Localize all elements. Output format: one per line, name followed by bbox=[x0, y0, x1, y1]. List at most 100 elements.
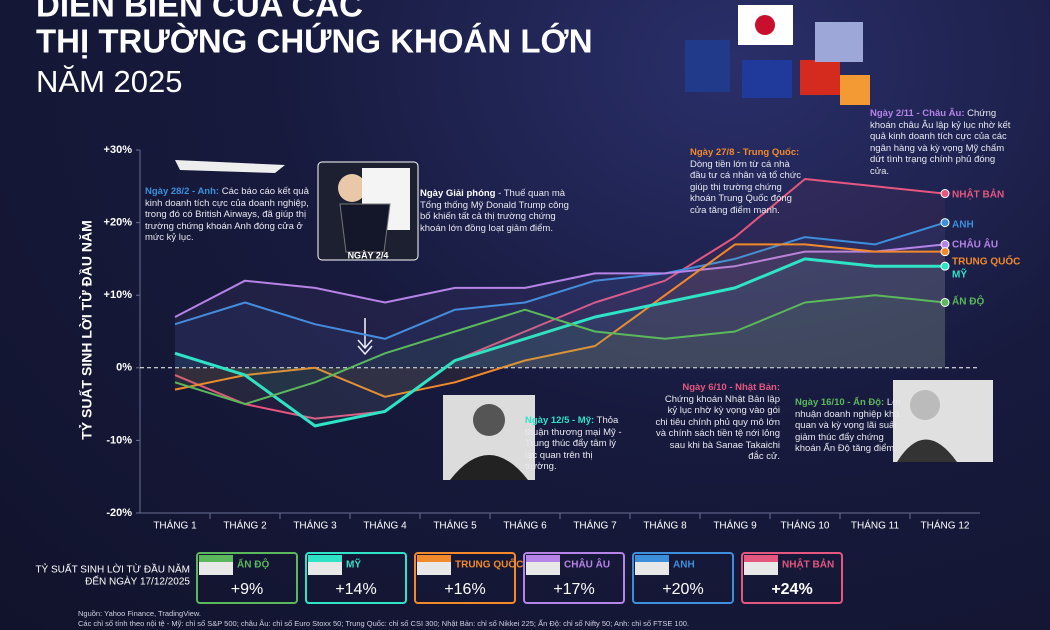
summary-box bbox=[632, 552, 734, 604]
summary-name: NHẬT BẢN bbox=[782, 558, 834, 571]
end-dot bbox=[940, 261, 950, 271]
title-line: DIỄN BIẾN CỦA CÁC bbox=[36, 0, 363, 24]
annotation-text: Chứng khoán Nhật Bản lập kỷ lục nhờ kỳ v… bbox=[655, 393, 780, 463]
summary-value: +17% bbox=[553, 581, 594, 598]
series-line bbox=[174, 294, 946, 406]
summary-name: CHÂU ÂU bbox=[564, 558, 610, 571]
end-dot bbox=[940, 218, 950, 228]
series-label: CHÂU ÂU bbox=[952, 238, 998, 251]
flag bbox=[742, 60, 792, 98]
x-tick-label: THÁNG 2 bbox=[223, 519, 267, 532]
end-dot bbox=[940, 297, 950, 307]
flag-accent bbox=[744, 555, 778, 562]
title-line: THỊ TRƯỜNG CHỨNG KHOÁN LỚN bbox=[36, 23, 593, 60]
summary-box bbox=[741, 552, 843, 604]
y-tick-label: 0% bbox=[116, 362, 132, 374]
summary-name: MỸ bbox=[346, 558, 361, 571]
series-area bbox=[175, 179, 945, 419]
x-tick-label: THÁNG 12 bbox=[921, 519, 970, 532]
summary-box bbox=[196, 552, 298, 604]
annotation-date: Ngày Giải phóng bbox=[420, 188, 496, 199]
flag bbox=[840, 75, 870, 105]
annotation: Ngày 2/11 - Châu Âu: Chứng khoán châu Âu… bbox=[870, 108, 1012, 177]
series-area bbox=[175, 222, 945, 368]
flag bbox=[815, 22, 863, 62]
series-area bbox=[175, 244, 945, 397]
series-area bbox=[175, 295, 945, 405]
series-label: TRUNG QUỐC bbox=[952, 254, 1020, 268]
portrait bbox=[897, 439, 957, 462]
arrow bbox=[357, 318, 373, 356]
annotation-date: Ngày 12/5 - Mỹ: bbox=[525, 415, 595, 426]
series-line bbox=[174, 243, 946, 318]
series-line bbox=[174, 221, 946, 340]
portrait bbox=[473, 404, 505, 436]
y-tick-label: +10% bbox=[104, 289, 133, 301]
x-tick-label: THÁNG 7 bbox=[573, 519, 617, 532]
y-tick-label: -10% bbox=[106, 434, 132, 446]
series-line bbox=[174, 243, 945, 398]
annotation-text: Các báo cáo kết quả kinh doanh tích cực … bbox=[145, 186, 309, 243]
summary-title: TỶ SUẤT SINH LỜI TỪ ĐẦU NĂM bbox=[35, 563, 190, 576]
x-tick-label: THÁNG 1 bbox=[153, 519, 197, 532]
summary-value: +20% bbox=[662, 581, 703, 598]
series-label: NHẬT BẢN bbox=[952, 188, 1004, 201]
flag-accent bbox=[199, 555, 233, 562]
x-tick-label: THÁNG 9 bbox=[713, 519, 757, 532]
flag-accent bbox=[635, 555, 669, 562]
source: Nguồn: Yahoo Finance, TradingView. bbox=[78, 609, 201, 618]
series-area bbox=[175, 258, 945, 426]
series-label: MỸ bbox=[952, 268, 967, 281]
annotation-text: Dòng tiền lớn từ cá nhà đầu tư cá nhân v… bbox=[690, 158, 801, 216]
x-tick-label: THÁNG 5 bbox=[433, 519, 477, 532]
series-label: ANH bbox=[952, 220, 974, 231]
summary-name: ANH bbox=[673, 560, 695, 571]
flag-accent bbox=[417, 555, 451, 562]
summary-value: +16% bbox=[444, 581, 485, 598]
summary-name: ẤN ĐỘ bbox=[237, 558, 269, 571]
annotation: Ngày Giải phóng - Thuế quan mà Tổng thốn… bbox=[420, 188, 580, 234]
y-tick-label: +20% bbox=[104, 217, 133, 229]
x-tick-label: THÁNG 4 bbox=[363, 519, 407, 532]
annotation-date: Ngày 2/11 - Châu Âu: bbox=[870, 108, 965, 119]
annotation-date: Ngày 6/10 - Nhật Bản: bbox=[682, 382, 780, 393]
annotation: Ngày 27/8 - Trung Quốc: Dòng tiền lớn từ… bbox=[690, 147, 808, 216]
annotation-text: Chứng khoán châu Âu lập kỷ lục nhờ kết q… bbox=[870, 108, 1011, 177]
summary-value: +24% bbox=[771, 581, 812, 598]
annotation-date: Ngày 27/8 - Trung Quốc: bbox=[690, 147, 800, 158]
x-tick-label: THÁNG 8 bbox=[643, 519, 687, 532]
flag bbox=[800, 60, 840, 95]
subtitle: NĂM 2025 bbox=[36, 64, 182, 99]
annotation-text: Lợi nhuận doanh nghiệp khả quan và kỳ vọ… bbox=[795, 397, 901, 454]
airplane bbox=[175, 160, 285, 173]
flag-accent bbox=[526, 555, 560, 562]
y-axis-label: TỶ SUẤT SINH LỜI TỪ ĐẦU NĂM bbox=[78, 220, 95, 440]
portrait bbox=[450, 455, 528, 480]
summary-value: +14% bbox=[335, 581, 376, 598]
annotation-text: Thỏa thuận thương mại Mỹ - Trung thúc đẩ… bbox=[525, 415, 622, 472]
podium-label: NGÀY 2/4 bbox=[348, 250, 389, 260]
series-line bbox=[174, 257, 945, 428]
summary-box bbox=[414, 552, 516, 604]
flag bbox=[685, 40, 730, 92]
end-dot bbox=[940, 247, 950, 257]
portrait bbox=[338, 174, 366, 202]
podium bbox=[339, 203, 391, 253]
annotation: Ngày 6/10 - Nhật Bản: Chứng khoán Nhật B… bbox=[655, 382, 780, 463]
summary-box bbox=[523, 552, 625, 604]
series-area bbox=[175, 244, 945, 368]
annotation: Ngày 28/2 - Anh: Các báo cáo kết quả kin… bbox=[145, 186, 315, 244]
note: Các chỉ số tính theo nội tệ - Mỹ: chỉ số… bbox=[78, 618, 689, 628]
y-tick-label: -20% bbox=[106, 507, 132, 519]
summary-subtitle: ĐẾN NGÀY 17/12/2025 bbox=[85, 575, 190, 588]
annotation: Ngày 16/10 - Ấn Độ: Lợi nhuận doanh nghi… bbox=[795, 397, 907, 455]
portrait bbox=[910, 390, 940, 420]
y-tick-label: +30% bbox=[104, 144, 133, 156]
x-tick-label: THÁNG 6 bbox=[503, 519, 547, 532]
annotation-text: - Thuế quan mà Tổng thống Mỹ Donald Trum… bbox=[420, 188, 569, 234]
x-tick-label: THÁNG 11 bbox=[851, 519, 900, 532]
annotation: Ngày 12/5 - Mỹ: Thỏa thuận thương mại Mỹ… bbox=[525, 415, 625, 473]
series-label: ẤN ĐỘ bbox=[952, 295, 984, 308]
